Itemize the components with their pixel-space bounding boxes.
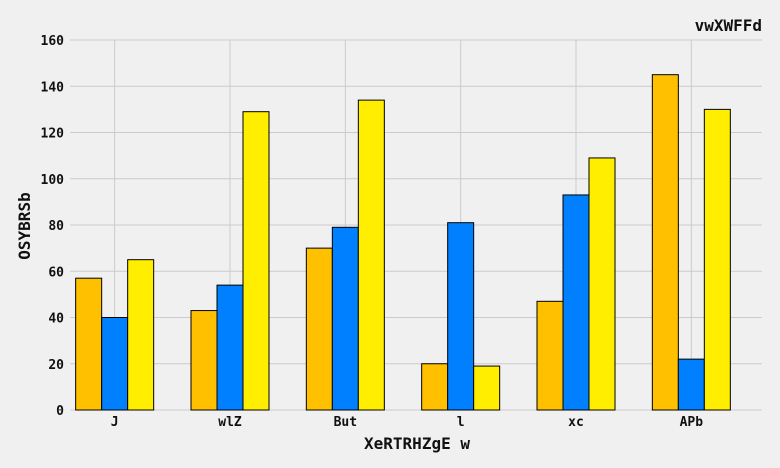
y-tick-label: 0 xyxy=(56,404,64,419)
x-tick-label: xc xyxy=(568,415,584,430)
y-tick-label: 60 xyxy=(48,265,64,280)
chart-title: vwXWFFd xyxy=(695,16,762,35)
x-tick-label: But xyxy=(334,415,357,430)
bar xyxy=(127,259,155,411)
bar xyxy=(447,222,475,411)
bar xyxy=(562,194,590,411)
bar xyxy=(588,157,616,411)
bar xyxy=(651,74,679,411)
x-axis-label: XeRTRHZgE w xyxy=(364,434,470,453)
bar xyxy=(242,111,270,411)
bar xyxy=(473,365,501,411)
bar xyxy=(677,358,705,411)
y-tick-label: 120 xyxy=(41,127,65,142)
bar xyxy=(101,317,129,411)
x-tick-label: APb xyxy=(680,415,704,430)
x-tick-label: wlZ xyxy=(218,415,242,430)
bar xyxy=(703,108,731,411)
bar xyxy=(190,310,218,411)
y-axis-label: OSYBRSb xyxy=(15,192,34,259)
x-tick-label: l xyxy=(457,415,465,430)
y-tick-label: 100 xyxy=(41,173,65,188)
y-tick-label: 140 xyxy=(41,80,65,95)
bar xyxy=(216,284,244,411)
x-tick-label: J xyxy=(111,415,119,430)
bar xyxy=(305,247,333,411)
bar xyxy=(357,99,385,411)
bar xyxy=(75,277,103,411)
bars xyxy=(75,74,731,411)
y-tick-label: 20 xyxy=(48,358,64,373)
bar xyxy=(421,363,449,411)
bar xyxy=(536,300,564,411)
y-tick-label: 160 xyxy=(41,34,65,49)
y-tick-label: 40 xyxy=(48,312,64,327)
y-tick-label: 80 xyxy=(48,219,64,234)
y-axis-ticks: 0 20 40 60 80 100 120 140 160 xyxy=(41,34,65,419)
bar xyxy=(331,226,359,411)
